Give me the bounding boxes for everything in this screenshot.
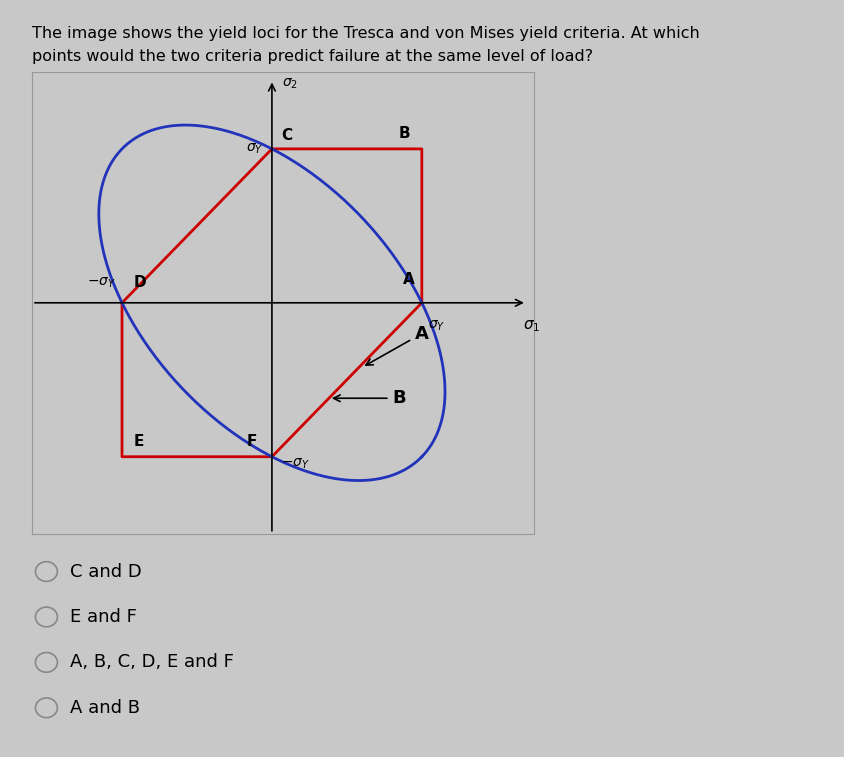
Text: $\sigma_Y$: $\sigma_Y$ bbox=[246, 142, 263, 156]
Text: E and F: E and F bbox=[70, 608, 137, 626]
Text: A, B, C, D, E and F: A, B, C, D, E and F bbox=[70, 653, 234, 671]
Text: A: A bbox=[403, 273, 414, 288]
Text: points would the two criteria predict failure at the same level of load?: points would the two criteria predict fa… bbox=[32, 49, 593, 64]
Text: D: D bbox=[134, 276, 147, 291]
Text: $\sigma_Y$: $\sigma_Y$ bbox=[428, 318, 445, 332]
Text: A: A bbox=[366, 325, 429, 365]
Text: $\sigma_2$: $\sigma_2$ bbox=[283, 76, 299, 91]
Text: B: B bbox=[398, 126, 410, 141]
Text: The image shows the yield loci for the Tresca and von Mises yield criteria. At w: The image shows the yield loci for the T… bbox=[32, 26, 700, 42]
Text: C: C bbox=[281, 128, 292, 143]
Text: $\sigma_1$: $\sigma_1$ bbox=[522, 318, 540, 334]
Text: A and B: A and B bbox=[70, 699, 140, 717]
Text: $-\sigma_Y$: $-\sigma_Y$ bbox=[87, 276, 116, 291]
Text: $-\sigma_Y$: $-\sigma_Y$ bbox=[281, 456, 310, 471]
Text: B: B bbox=[333, 389, 406, 407]
Text: C and D: C and D bbox=[70, 562, 142, 581]
Text: E: E bbox=[134, 434, 144, 449]
Text: F: F bbox=[246, 434, 257, 449]
